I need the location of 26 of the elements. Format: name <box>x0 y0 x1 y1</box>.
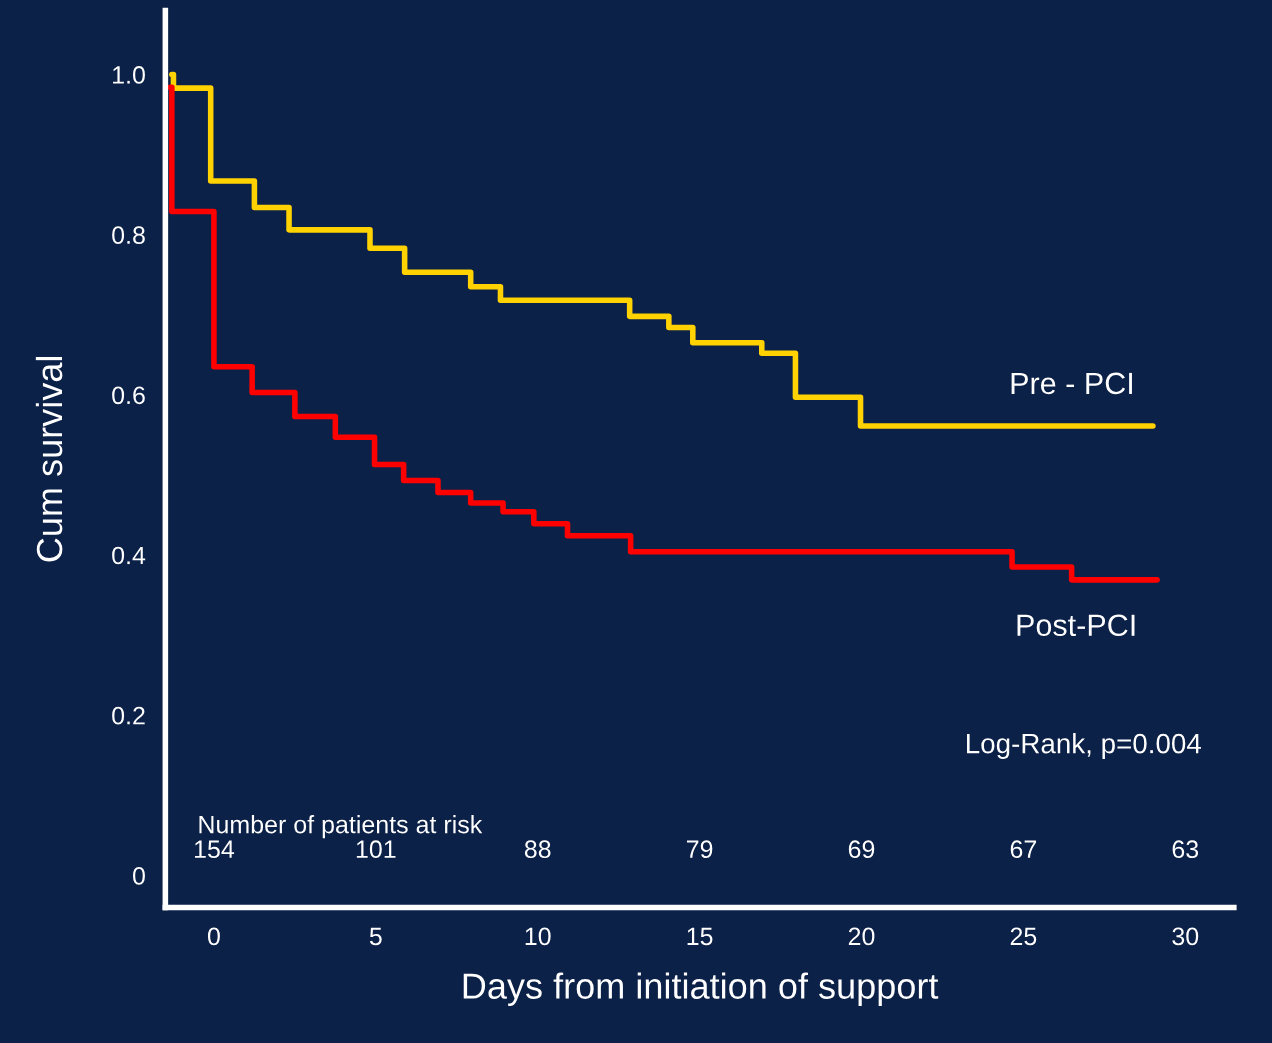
annotation: 88 <box>524 840 551 859</box>
annotation: 101 <box>356 840 396 859</box>
x-tick-label: 30 <box>1172 927 1199 946</box>
annotation: 63 <box>1172 840 1199 859</box>
series-label: Pre - PCI <box>1011 372 1132 395</box>
x-axis-title: Days from initiation of support <box>463 972 939 1007</box>
annotation: 69 <box>848 840 875 859</box>
y-tick-label: 0.8 <box>112 226 145 244</box>
annotation: Number of patients at risk <box>199 815 483 839</box>
x-tick-label: 20 <box>848 927 875 946</box>
annotation: 67 <box>1010 840 1037 859</box>
y-tick-label: 0.4 <box>112 546 146 565</box>
x-tick-label: 0 <box>207 927 220 946</box>
annotation: 79 <box>686 840 713 859</box>
series-label: Post-PCI <box>1017 614 1135 637</box>
x-tick-label: 25 <box>1010 927 1037 946</box>
y-tick-label: 0.6 <box>112 386 145 405</box>
annotation: 154 <box>194 840 235 859</box>
y-tick-label: 0.2 <box>112 706 145 725</box>
y-tick-label: 1.0 <box>113 66 145 84</box>
x-tick-label: 10 <box>525 927 551 946</box>
y-axis-title: Cum survival <box>35 356 63 562</box>
y-tick-label: 0 <box>132 866 145 885</box>
x-tick-label: 15 <box>687 927 713 946</box>
x-tick-label: 5 <box>369 927 382 946</box>
annotation: Log-Rank, p=0.004 <box>967 733 1201 759</box>
